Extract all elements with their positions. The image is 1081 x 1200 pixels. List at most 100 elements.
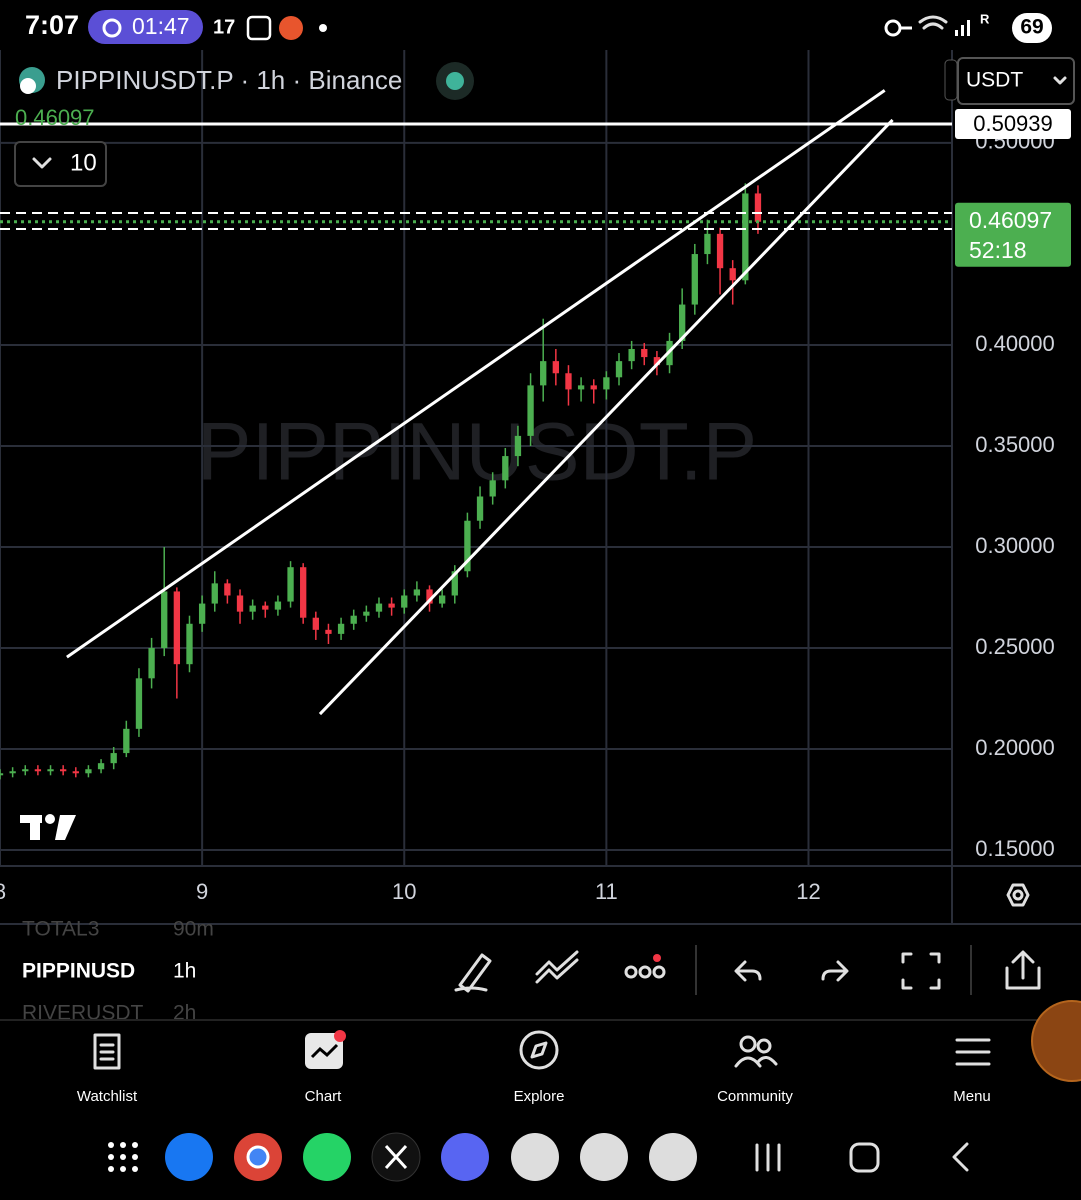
candle-body (186, 623, 193, 665)
status-icons (884, 15, 970, 37)
y-tick-label: 0.30000 (975, 533, 1055, 558)
tv-status-icon: 17 (213, 16, 235, 38)
candle-body (401, 595, 408, 608)
grid (0, 50, 952, 865)
x-tick-label: 11 (595, 879, 618, 904)
candle-body (540, 361, 547, 386)
floating-bubble[interactable] (1031, 1000, 1081, 1082)
currency-select[interactable] (957, 57, 1075, 105)
indicator-toggle[interactable] (14, 141, 107, 187)
candle-body (274, 601, 282, 610)
fullscreen[interactable] (901, 952, 941, 990)
symbol-name[interactable]: TOTAL3 (22, 918, 99, 941)
lines-tool[interactable] (535, 950, 579, 984)
candle-body (552, 361, 559, 374)
symbol-name[interactable]: PIPPINUSD (22, 960, 135, 983)
drawing-toolbar (454, 945, 1041, 995)
currency-label: USDT (966, 69, 1023, 92)
candle-body (9, 771, 16, 774)
candle-body (742, 193, 749, 281)
candle-body (224, 583, 231, 596)
candle-body (628, 349, 635, 362)
nav-label[interactable]: Menu (953, 1088, 991, 1105)
candle-body (110, 753, 117, 764)
candle-body (236, 595, 244, 612)
nav-label[interactable]: Community (717, 1088, 793, 1105)
undo[interactable] (734, 960, 762, 982)
legend-price: 0.46097 (15, 105, 95, 130)
candle-body (413, 589, 421, 596)
timer-icon (102, 18, 122, 38)
app-folder[interactable] (580, 1133, 628, 1181)
candle-body (34, 769, 42, 772)
app-folder[interactable] (649, 1133, 697, 1181)
more-dot (652, 965, 666, 979)
candle-body (679, 304, 686, 341)
candle-body (375, 603, 383, 612)
candle-body (312, 617, 319, 630)
candle-body (123, 728, 130, 754)
price-line-label-bg (955, 108, 1071, 139)
back-button[interactable] (952, 1142, 969, 1172)
candle-body (641, 349, 648, 358)
candle-body (603, 377, 610, 390)
app-discord[interactable] (441, 1133, 489, 1181)
more-badge (653, 954, 661, 962)
y-tick-label: 0.15000 (975, 836, 1055, 861)
symbol-title[interactable]: PIPPINUSDT.P · 1h · Binance (56, 65, 402, 95)
candle-body (691, 254, 698, 305)
candle-body (287, 567, 294, 602)
candle-body (590, 385, 597, 390)
last-price-label-bg (955, 202, 1071, 267)
symbol-name[interactable]: RIVERUSDT (22, 1002, 144, 1025)
candle-body (161, 591, 168, 649)
battery-level: 69 (1020, 16, 1043, 39)
candle-body (615, 361, 623, 378)
app-folder[interactable] (511, 1133, 559, 1181)
nav-bar: Watchlist Chart Explore Community Menu (77, 1088, 991, 1105)
symbol-list: TOTAL3 90m PIPPINUSD 1h RIVERUSDT 2h (22, 918, 214, 1025)
app-facebook[interactable] (165, 1133, 213, 1181)
symbol-icon-inner (20, 78, 36, 94)
x-tick-label: 8 (0, 879, 6, 904)
recorder-icon (279, 16, 303, 40)
candle-body (464, 520, 471, 572)
candle-body (249, 605, 256, 612)
app-whatsapp[interactable] (303, 1133, 351, 1181)
price-line-label: 0.50939 (973, 111, 1053, 136)
more-dot (638, 965, 652, 979)
candle-body (502, 456, 509, 481)
pencil-tool[interactable] (454, 953, 492, 993)
candle-body (363, 611, 370, 616)
trend-line (318, 118, 894, 716)
axes: 0.15000 0.20000 0.25000 0.30000 0.35000 0.400… (0, 108, 1071, 904)
signal-label: R (980, 11, 990, 26)
redo[interactable] (821, 960, 849, 982)
candle-body (325, 629, 332, 634)
candle-body (337, 623, 345, 634)
candle-body (300, 567, 307, 618)
nav-label[interactable]: Chart (305, 1088, 343, 1105)
candle-body (426, 589, 433, 604)
x-tick-label: 12 (796, 879, 820, 904)
symbol-interval: 90m (173, 918, 214, 941)
recents-button[interactable] (755, 1143, 781, 1172)
nav-label[interactable]: Explore (514, 1088, 565, 1105)
nav-label[interactable]: Watchlist (77, 1088, 138, 1105)
candle-body (451, 571, 458, 596)
candle-body (148, 648, 155, 679)
candle-body (211, 583, 218, 604)
trend-line (66, 89, 886, 659)
nav-icons (93, 1030, 991, 1070)
partial-button (944, 59, 958, 101)
notification-dot (319, 24, 327, 32)
market-status-dot (446, 72, 464, 90)
more-dot[interactable] (624, 965, 638, 979)
share[interactable] (1005, 950, 1041, 990)
candle-body (729, 268, 736, 281)
candle-body (72, 771, 79, 774)
home-button[interactable] (849, 1142, 880, 1173)
symbol-interval: 1h (173, 960, 196, 983)
